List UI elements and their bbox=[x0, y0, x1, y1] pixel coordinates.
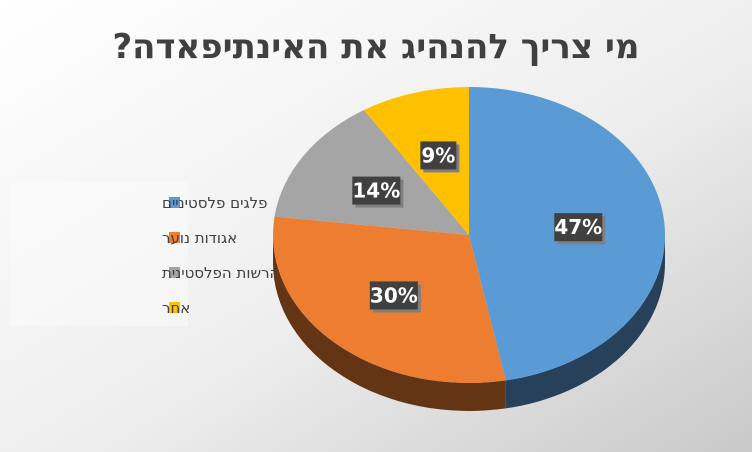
legend-entry-3: אחר bbox=[162, 299, 190, 317]
data-label-2: 14% bbox=[352, 176, 404, 208]
data-label-box bbox=[352, 176, 401, 205]
data-label-box bbox=[369, 281, 418, 310]
legend-label: פלגים פלסטיניים bbox=[162, 194, 268, 212]
legend-entry-1: אגודות נוער bbox=[162, 229, 237, 247]
data-label-text: 30% bbox=[370, 283, 418, 307]
legend-entry-0: פלגים פלסטיניים bbox=[162, 194, 268, 212]
chart-title: מי צריך להנהיג את האינתיפאדה? bbox=[112, 27, 639, 67]
legend-entry-2: הרשות הפלסטינית bbox=[162, 264, 279, 282]
data-label-box bbox=[554, 213, 603, 242]
legend-swatch bbox=[169, 267, 180, 278]
pie-sides bbox=[273, 235, 665, 411]
legend-label: אגודות נוער bbox=[162, 229, 237, 247]
pie-side-0 bbox=[505, 235, 665, 409]
legend-swatch bbox=[169, 302, 180, 313]
legend: פלגים פלסטיניים אגודות נוער הרשות הפלסטיני… bbox=[10, 182, 279, 326]
legend-swatch bbox=[169, 197, 180, 208]
legend-swatch bbox=[169, 232, 180, 243]
data-label-box bbox=[420, 141, 457, 170]
data-labels: 47% 30% 14% 9% bbox=[352, 141, 606, 313]
pie-side-1 bbox=[273, 235, 506, 411]
legend-box bbox=[10, 182, 188, 326]
data-label-text: 47% bbox=[554, 215, 602, 239]
pie-slice-3 bbox=[363, 87, 469, 235]
legend-label: אחר bbox=[162, 299, 190, 317]
data-label-text: 14% bbox=[352, 179, 400, 203]
pie-slices bbox=[273, 87, 665, 383]
data-label-0: 47% bbox=[554, 213, 606, 245]
legend-label: הרשות הפלסטינית bbox=[162, 264, 279, 282]
data-label-3: 9% bbox=[420, 141, 460, 173]
data-label-1: 30% bbox=[369, 281, 421, 313]
pie-slice-2 bbox=[274, 110, 469, 235]
data-label-text: 9% bbox=[421, 143, 455, 167]
